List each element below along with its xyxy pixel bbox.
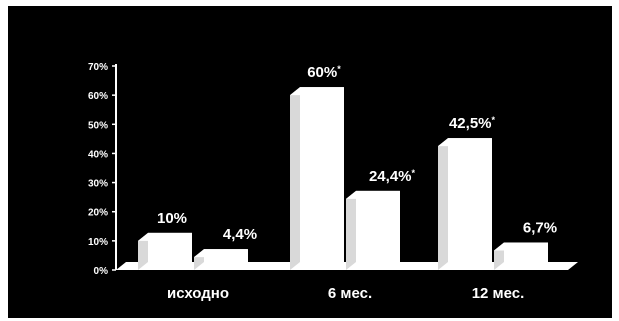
y-tick-label: 50% bbox=[88, 120, 108, 131]
data-label: 24,4%* bbox=[369, 168, 416, 185]
bar bbox=[300, 87, 344, 263]
bar-chart: 0% 10% 20% 30% 40% 50% 60% 70% 10% 4,4% 60%* 24,4%… bbox=[88, 62, 578, 302]
data-label: 4,4% bbox=[223, 226, 257, 243]
bar bbox=[504, 242, 548, 262]
data-label: 42,5%* bbox=[449, 115, 496, 132]
x-category-label: исходно bbox=[167, 285, 229, 302]
x-category-label: 12 мес. bbox=[472, 285, 525, 302]
data-label: 6,7% bbox=[523, 219, 557, 236]
y-tick-label: 40% bbox=[88, 149, 108, 160]
bar-side bbox=[438, 138, 448, 270]
significance-mark: * bbox=[337, 64, 341, 74]
y-tick-label: 70% bbox=[88, 62, 108, 73]
significance-mark: * bbox=[412, 168, 416, 178]
y-tick-label: 20% bbox=[88, 208, 108, 219]
bar-side bbox=[290, 87, 300, 271]
bar-side bbox=[138, 232, 148, 270]
y-tick-label: 60% bbox=[88, 91, 108, 102]
y-tick-label: 30% bbox=[88, 179, 108, 190]
data-label: 10% bbox=[157, 210, 187, 227]
bar bbox=[356, 190, 400, 262]
x-category-label: 6 мес. bbox=[328, 285, 372, 302]
bar bbox=[148, 232, 192, 262]
bar-side bbox=[346, 190, 356, 270]
y-tick-label: 0% bbox=[94, 266, 109, 277]
significance-mark: * bbox=[492, 115, 496, 125]
bar bbox=[204, 249, 248, 262]
bar bbox=[448, 138, 492, 262]
data-label: 60%* bbox=[307, 64, 341, 81]
y-tick-label: 10% bbox=[88, 237, 108, 248]
chart-area: 0% 10% 20% 30% 40% 50% 60% 70% 10% 4,4% 60%* 24,4%… bbox=[8, 6, 612, 318]
